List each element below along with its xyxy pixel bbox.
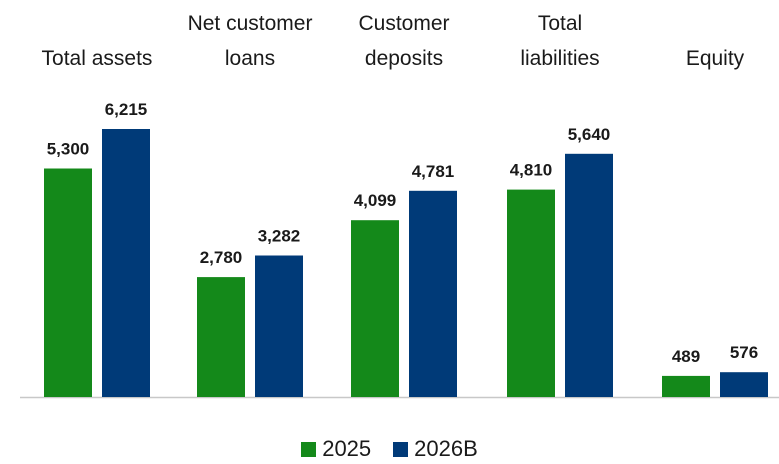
legend-label-2026b: 2026B bbox=[414, 436, 478, 461]
data-label-2026b-customer-deposits: 4,781 bbox=[412, 162, 455, 181]
data-label-2026b-net-customer-loans: 3,282 bbox=[258, 227, 301, 246]
data-label-2025-total-assets: 5,300 bbox=[47, 140, 90, 159]
data-label-2025-net-customer-loans: 2,780 bbox=[200, 248, 243, 267]
bar-2026b-customer-deposits bbox=[409, 190, 457, 397]
bar-2025-total-assets bbox=[44, 168, 92, 397]
bar-2025-total-liabilities bbox=[507, 189, 555, 397]
bar-2026b-net-customer-loans bbox=[255, 255, 303, 397]
data-label-2025-customer-deposits: 4,099 bbox=[354, 191, 397, 210]
data-label-2026b-equity: 576 bbox=[730, 343, 758, 362]
category-label-total-liabilities: Total liabilities bbox=[520, 12, 599, 70]
category-label-total-assets: Total assets bbox=[42, 47, 153, 70]
category-label-net-customer-loans: Net customer loans bbox=[188, 12, 313, 70]
legend-item-2026b: 2026B bbox=[393, 436, 478, 462]
legend-swatch-2026b bbox=[393, 441, 409, 457]
legend-swatch-2025 bbox=[301, 441, 317, 457]
bar-2026b-total-liabilities bbox=[565, 153, 613, 397]
bar-2025-equity bbox=[662, 375, 710, 397]
bar-2025-net-customer-loans bbox=[197, 277, 245, 397]
legend-item-2025: 2025 bbox=[301, 436, 371, 462]
bar-2026b-equity bbox=[720, 372, 768, 397]
legend-label-2025: 2025 bbox=[322, 436, 372, 461]
legend: 2025 2026B bbox=[0, 436, 779, 462]
bar-2025-customer-deposits bbox=[351, 220, 399, 397]
data-label-2026b-total-liabilities: 5,640 bbox=[568, 125, 611, 144]
data-label-2025-total-liabilities: 4,810 bbox=[510, 161, 553, 180]
data-label-2026b-total-assets: 6,215 bbox=[105, 100, 148, 119]
category-label-customer-deposits: Customer deposits bbox=[358, 12, 449, 70]
category-label-equity: Equity bbox=[686, 47, 745, 70]
bar-2026b-total-assets bbox=[102, 129, 150, 397]
data-label-2025-equity: 489 bbox=[672, 347, 700, 366]
